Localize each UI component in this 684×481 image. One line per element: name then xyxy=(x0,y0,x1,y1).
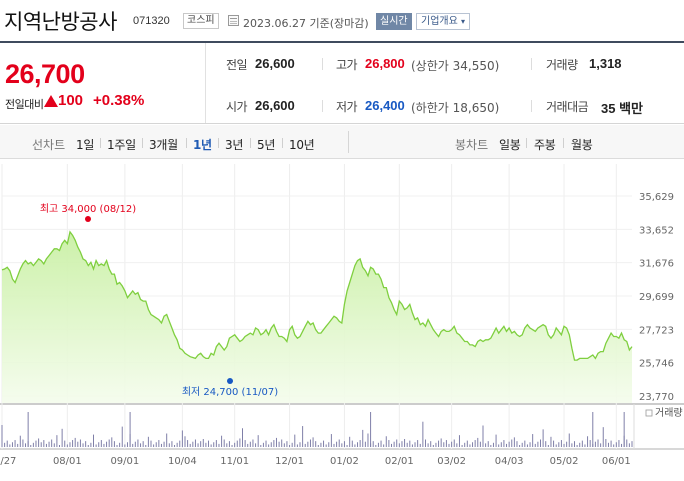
divider xyxy=(531,58,532,70)
period-daily-candle[interactable]: 일봉 xyxy=(499,138,521,152)
price-divider xyxy=(205,43,206,123)
low-label: 저가 xyxy=(336,100,358,114)
price-summary: 26,700 전일대비 100 +0.38% 전일 26,600 고가 26,8… xyxy=(0,43,684,124)
calendar-icon xyxy=(228,15,239,26)
price-chart-svg: 35,629 33,652 31,676 29,699 27,723 25,746 23,7… xyxy=(0,164,684,467)
x-tick-label: 05/02 xyxy=(550,456,579,467)
current-price: 26,700 xyxy=(5,59,85,89)
period-monthly-candle[interactable]: 월봉 xyxy=(571,138,593,152)
divider xyxy=(322,58,323,70)
x-tick-label: 10/04 xyxy=(168,456,197,467)
price-chart[interactable]: 35,629 33,652 31,676 29,699 27,723 25,746 23,7… xyxy=(0,160,684,481)
y-tick-label: 23,770 xyxy=(639,392,674,403)
price-series-line xyxy=(1,230,633,361)
min-annotation: 최저 24,700 (11/07) xyxy=(182,386,278,398)
divider xyxy=(100,138,101,148)
divider xyxy=(526,138,527,148)
candle-chart-title: 봉차트 xyxy=(455,138,489,152)
volume-value: 1,318 xyxy=(589,56,622,71)
divider xyxy=(563,138,564,148)
divider xyxy=(322,100,323,112)
y-tick-label: 25,746 xyxy=(639,359,674,370)
x-tick-label: 04/03 xyxy=(495,456,524,467)
y-tick-label: 31,676 xyxy=(639,259,674,270)
stock-code: 071320 xyxy=(133,15,170,27)
price-area-fill xyxy=(2,231,632,403)
x-tick-label: 11/01 xyxy=(220,456,249,467)
divider xyxy=(250,138,251,148)
divider xyxy=(282,138,283,148)
trade-value-label: 거래대금 xyxy=(546,100,589,114)
period-3m[interactable]: 3개월 xyxy=(149,138,178,152)
volume-label: 거래량 xyxy=(546,58,578,72)
open-value: 26,600 xyxy=(255,98,295,113)
stock-name: 지역난방공사 xyxy=(4,10,117,34)
open-label: 시가 xyxy=(226,100,248,114)
y-tick-label: 33,652 xyxy=(639,225,674,236)
change-label: 전일대비 xyxy=(5,98,44,111)
period-5y[interactable]: 5년 xyxy=(257,138,276,152)
prev-close-value: 26,600 xyxy=(255,56,295,71)
x-tick-label: 12/01 xyxy=(275,456,304,467)
period-selector-bar: 선차트 1일 1주일 3개월 1년 3년 5년 10년 봉차트 일봉 주봉 월봉 xyxy=(0,125,684,159)
company-overview-button[interactable]: 기업개요 ▾ xyxy=(416,13,471,30)
volume-legend-swatch xyxy=(645,409,653,417)
period-1d[interactable]: 1일 xyxy=(76,138,95,152)
high-value: 26,800 xyxy=(365,56,405,71)
stock-header: 지역난방공사 071320 코스피 2023.06.27 기준(장마감) 실시간… xyxy=(0,0,684,43)
market-badge: 코스피 xyxy=(183,13,219,29)
divider xyxy=(531,100,532,112)
y-tick-label: 35,629 xyxy=(639,192,674,203)
period-1y[interactable]: 1년 xyxy=(193,138,212,152)
max-point-marker xyxy=(85,216,91,222)
period-group-divider xyxy=(348,131,349,153)
period-weekly-candle[interactable]: 주봉 xyxy=(534,138,556,152)
x-tick-label: 01/02 xyxy=(330,456,359,467)
change-amount: 100 xyxy=(58,92,84,109)
caret-down-icon: ▾ xyxy=(461,17,466,26)
period-3y[interactable]: 3년 xyxy=(225,138,244,152)
line-chart-title: 선차트 xyxy=(32,138,66,152)
upper-limit: (상한가 34,550) xyxy=(411,59,500,73)
divider xyxy=(186,138,187,148)
base-date: 2023.06.27 기준(장마감) xyxy=(243,17,369,30)
up-triangle-icon xyxy=(44,95,58,107)
x-tick-label: 08/01 xyxy=(53,456,82,467)
x-tick-label: 06/27 xyxy=(0,456,16,467)
trade-value: 35 백만 xyxy=(601,101,643,116)
high-label: 고가 xyxy=(336,58,358,72)
x-tick-label: 03/02 xyxy=(437,456,466,467)
x-tick-label: 02/01 xyxy=(385,456,414,467)
y-tick-label: 27,723 xyxy=(639,325,674,336)
x-tick-label: 09/01 xyxy=(110,456,139,467)
lower-limit: (하한가 18,650) xyxy=(411,101,500,115)
company-overview-label: 기업개요 xyxy=(421,16,458,27)
divider xyxy=(142,138,143,148)
period-10y[interactable]: 10년 xyxy=(289,138,315,152)
period-1w[interactable]: 1주일 xyxy=(107,138,136,152)
min-point-marker xyxy=(227,378,233,384)
volume-legend-label: 거래량 xyxy=(655,407,683,419)
x-tick-label: 06/01 xyxy=(602,456,631,467)
prev-close-label: 전일 xyxy=(226,58,248,72)
low-value: 26,400 xyxy=(365,98,405,113)
change-percent: +0.38% xyxy=(93,92,145,109)
y-tick-label: 29,699 xyxy=(639,292,674,303)
realtime-button[interactable]: 실시간 xyxy=(376,13,412,30)
max-annotation: 최고 34,000 (08/12) xyxy=(40,203,136,215)
divider xyxy=(218,138,219,148)
